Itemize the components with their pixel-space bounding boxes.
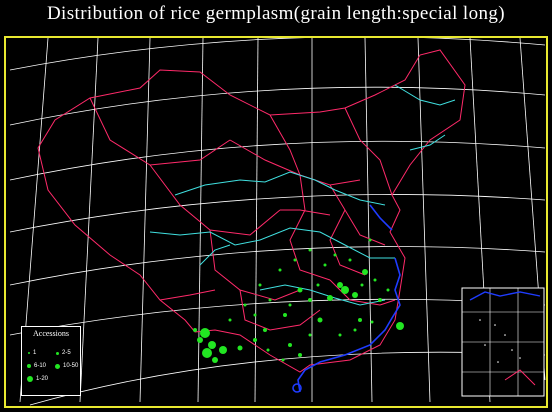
map-title: Distribution of rice germplasm(grain len… — [46, 3, 506, 24]
germplasm-points — [193, 238, 404, 363]
legend-marker-icon — [27, 364, 31, 368]
coastline — [292, 204, 401, 393]
legend-item-4: 10-50 — [55, 363, 78, 369]
legend-marker-icon — [55, 363, 60, 369]
legend-marker-icon — [56, 351, 59, 355]
legend-item-3: 6-10 — [27, 363, 46, 369]
south-china-sea-inset — [461, 287, 545, 397]
legend-item-2: 2-5 — [56, 350, 71, 356]
province-borders — [37, 49, 466, 373]
legend-marker-icon — [28, 352, 30, 354]
legend-title: Accessions — [33, 329, 69, 338]
map-frame — [4, 36, 548, 408]
rivers — [149, 84, 456, 306]
legend-marker-icon — [27, 376, 33, 382]
legend-item-1: 1 — [28, 350, 36, 356]
legend-box: Accessions 1 2-5 6-10 10-50 1-20 — [21, 326, 81, 396]
legend-item-5: 1-20 — [27, 376, 48, 382]
